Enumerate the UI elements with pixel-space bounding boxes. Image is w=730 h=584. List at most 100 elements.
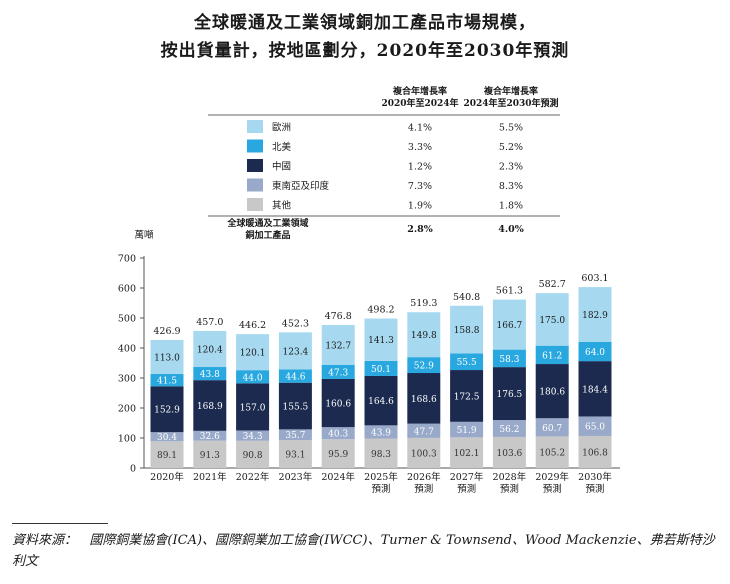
data-label-sea_india: 47.7: [414, 427, 434, 437]
bar-segment-europe: [535, 293, 569, 346]
total-label: 519.3: [410, 298, 437, 309]
x-tick-label: 預測: [414, 483, 433, 495]
bar-segment-europe: [278, 332, 312, 370]
data-label-china: 180.6: [539, 388, 565, 398]
data-label-china: 157.0: [240, 403, 266, 413]
data-label-europe: 141.3: [368, 336, 394, 346]
bar-segment-china: [236, 383, 270, 431]
legend-label-other: 其他: [272, 200, 292, 212]
data-label-north_america: 61.2: [542, 351, 562, 361]
data-label-sea_india: 56.2: [499, 425, 519, 435]
chart-title-line1: 全球暖通及工業領域銅加工產品市場規模，: [194, 13, 536, 33]
legend-label-europe: 歐洲: [272, 122, 291, 134]
bar-segment-north_america: [450, 353, 484, 371]
bar-segment-europe: [193, 330, 227, 368]
chart-title-line2: 按出貨量計，按地區劃分，2020年至2030年預測: [160, 41, 570, 61]
x-tick-label: 2025年: [364, 471, 398, 483]
bar-segment-china: [150, 386, 184, 433]
cagr-china-2020-2024: 1.2%: [408, 162, 432, 173]
source-label: 資料來源：: [12, 533, 78, 548]
total-label: 452.3: [282, 318, 309, 329]
y-axis-label: 萬噸: [134, 229, 154, 241]
data-label-europe: 132.7: [325, 341, 351, 351]
bar-segment-europe: [407, 312, 441, 358]
data-label-other: 103.6: [497, 449, 523, 459]
bar-segment-sea_india: [364, 425, 398, 439]
x-tick-label: 預測: [585, 483, 604, 495]
bar-segment-north_america: [321, 364, 355, 379]
bar-segment-other: [278, 440, 312, 468]
data-label-china: 172.5: [454, 392, 480, 402]
total-label: 561.3: [496, 286, 523, 297]
cagr-other-2024-2030: 1.8%: [499, 201, 523, 212]
total-label: 446.2: [239, 320, 266, 331]
data-label-other: 91.3: [200, 451, 220, 461]
x-tick-label: 預測: [500, 483, 519, 495]
data-label-north_america: 64.0: [585, 348, 605, 358]
data-label-other: 100.3: [411, 449, 437, 459]
bar-segment-north_america: [407, 357, 441, 374]
bar-segment-sea_india: [150, 432, 184, 442]
y-tick-label: 0: [130, 464, 136, 475]
y-tick-label: 400: [118, 344, 136, 355]
total-label: 498.2: [367, 305, 394, 316]
y-tick-label: 500: [118, 314, 136, 325]
data-label-north_america: 44.0: [243, 373, 263, 383]
source-divider: [12, 523, 108, 524]
data-label-sea_india: 32.6: [200, 432, 220, 442]
cagr-china-2024-2030: 2.3%: [499, 162, 523, 173]
legend-swatch-north_america: [247, 139, 263, 153]
total-label: 476.8: [325, 311, 352, 322]
x-tick-label: 2021年: [193, 471, 227, 483]
data-label-north_america: 52.9: [414, 362, 434, 372]
x-tick-label: 2029年: [535, 471, 569, 483]
data-label-europe: 123.4: [283, 347, 309, 357]
source-note: 資料來源： 國際銅業協會(ICA)、國際銅業加工協會(IWCC)、Turner …: [12, 530, 724, 572]
bar-segment-china: [450, 370, 484, 422]
data-label-sea_india: 40.3: [328, 430, 348, 440]
x-tick-label: 預測: [371, 483, 390, 495]
data-label-europe: 182.9: [582, 311, 608, 321]
total-label: 426.9: [153, 326, 180, 337]
data-label-north_america: 44.6: [285, 373, 305, 383]
bar-segment-europe: [364, 318, 398, 361]
cagr-sea_india-2024-2030: 8.3%: [499, 181, 523, 192]
bar-segment-sea_india: [535, 418, 569, 437]
total-label: 603.1: [581, 273, 608, 284]
x-tick-label: 2024年: [321, 471, 355, 483]
data-label-china: 168.9: [197, 402, 223, 412]
data-label-europe: 158.8: [454, 326, 480, 336]
bar-segment-other: [450, 437, 484, 468]
bar-segment-other: [321, 439, 355, 468]
bar-segment-china: [407, 373, 441, 424]
total-label: 540.8: [453, 292, 480, 303]
cagr-header-1: 複合年增長率: [392, 85, 447, 97]
data-label-other: 93.1: [285, 451, 305, 461]
bar-segment-china: [492, 367, 526, 421]
data-label-europe: 120.4: [197, 345, 223, 355]
y-tick-label: 700: [118, 254, 136, 265]
global-label: 全球暖通及工業領域: [226, 217, 308, 229]
data-label-other: 90.8: [243, 451, 263, 461]
bar-segment-north_america: [150, 373, 184, 387]
bar-segment-sea_india: [236, 430, 270, 441]
data-label-north_america: 43.8: [200, 370, 220, 380]
x-tick-label: 2027年: [450, 471, 484, 483]
bar-segment-other: [492, 436, 526, 468]
data-label-north_america: 47.3: [328, 368, 348, 378]
x-tick-label: 2026年: [407, 471, 441, 483]
bar-segment-china: [321, 378, 355, 428]
bar-segment-europe: [492, 299, 526, 350]
data-label-china: 160.6: [325, 400, 351, 410]
cagr-header-1: 2020年至2024年: [381, 97, 458, 109]
bar-segment-europe: [150, 339, 184, 374]
y-tick-label: 300: [118, 374, 136, 385]
data-label-sea_india: 65.0: [585, 423, 605, 433]
bar-segment-other: [578, 435, 612, 468]
cagr-header-2: 複合年增長率: [483, 85, 538, 97]
y-tick-label: 200: [118, 404, 136, 415]
bar-segment-other: [364, 438, 398, 468]
data-label-other: 102.1: [454, 449, 480, 459]
cagr-europe-2024-2030: 5.5%: [499, 123, 523, 134]
